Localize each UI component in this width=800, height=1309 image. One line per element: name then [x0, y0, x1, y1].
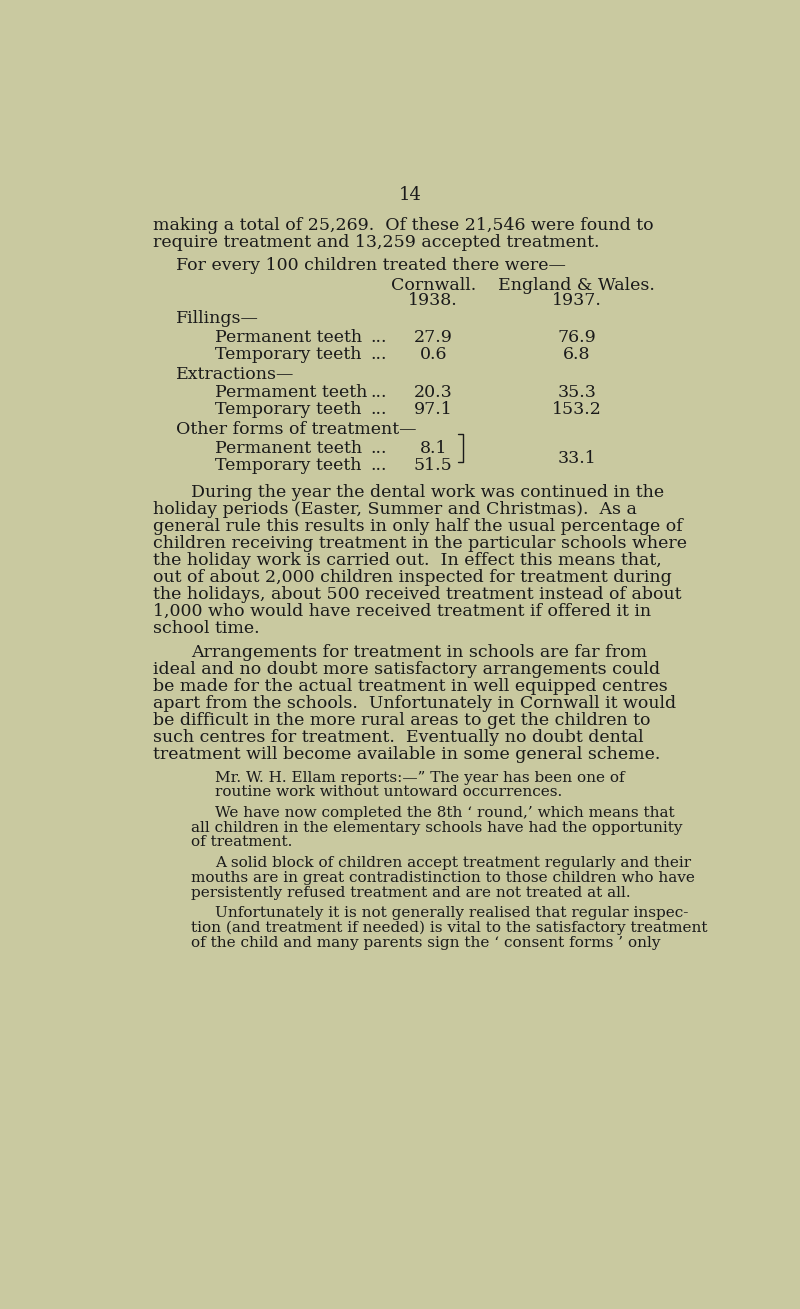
Text: 14: 14: [398, 186, 422, 204]
Text: 35.3: 35.3: [557, 385, 596, 402]
Text: 76.9: 76.9: [558, 329, 596, 346]
Text: require treatment and 13,259 accepted treatment.: require treatment and 13,259 accepted tr…: [153, 234, 599, 251]
Text: ideal and no doubt more satisfactory arrangements could: ideal and no doubt more satisfactory arr…: [153, 661, 660, 678]
Text: During the year the dental work was continued in the: During the year the dental work was cont…: [191, 484, 665, 501]
Text: all children in the elementary schools have had the opportunity: all children in the elementary schools h…: [191, 821, 683, 835]
Text: 8.1: 8.1: [419, 440, 447, 457]
Text: Extractions—: Extractions—: [176, 365, 294, 382]
Text: 51.5: 51.5: [414, 457, 453, 474]
Text: the holidays, about 500 received treatment instead of about: the holidays, about 500 received treatme…: [153, 586, 682, 603]
Text: out of about 2,000 children inspected for treatment during: out of about 2,000 children inspected fo…: [153, 569, 671, 586]
Text: Permament teeth: Permament teeth: [214, 385, 367, 402]
Text: 97.1: 97.1: [414, 401, 453, 418]
Text: school time.: school time.: [153, 620, 259, 637]
Text: of treatment.: of treatment.: [191, 835, 293, 850]
Text: Temporary teeth: Temporary teeth: [214, 346, 362, 363]
Text: Temporary teeth: Temporary teeth: [214, 401, 362, 418]
Text: A solid block of children accept treatment regularly and their: A solid block of children accept treatme…: [214, 856, 691, 870]
Text: children receiving treatment in the particular schools where: children receiving treatment in the part…: [153, 535, 686, 552]
Text: ...: ...: [370, 346, 387, 363]
Text: Unfortunately it is not generally realised that regular inspec-: Unfortunately it is not generally realis…: [214, 906, 688, 920]
Text: 6.8: 6.8: [563, 346, 590, 363]
Text: Arrangements for treatment in schools are far from: Arrangements for treatment in schools ar…: [191, 644, 647, 661]
Text: Permanent teeth: Permanent teeth: [214, 329, 362, 346]
Text: persistently refused treatment and are not treated at all.: persistently refused treatment and are n…: [191, 885, 631, 899]
Text: Temporary teeth: Temporary teeth: [214, 457, 362, 474]
Text: the holiday work is carried out.  In effect this means that,: the holiday work is carried out. In effe…: [153, 552, 662, 569]
Text: be difficult in the more rural areas to get the children to: be difficult in the more rural areas to …: [153, 712, 650, 729]
Text: England & Wales.: England & Wales.: [498, 278, 655, 295]
Text: We have now completed the 8th ‘ round,’ which means that: We have now completed the 8th ‘ round,’ …: [214, 806, 674, 821]
Text: 33.1: 33.1: [558, 450, 596, 467]
Text: making a total of 25,269.  Of these 21,546 were found to: making a total of 25,269. Of these 21,54…: [153, 217, 654, 234]
Text: ...: ...: [370, 440, 387, 457]
Text: treatment will become available in some general scheme.: treatment will become available in some …: [153, 746, 660, 763]
Text: holiday periods (Easter, Summer and Christmas).  As a: holiday periods (Easter, Summer and Chri…: [153, 501, 637, 518]
Text: 153.2: 153.2: [552, 401, 602, 418]
Text: Other forms of treatment—: Other forms of treatment—: [176, 421, 417, 439]
Text: Cornwall.: Cornwall.: [390, 278, 476, 295]
Text: mouths are in great contradistinction to those children who have: mouths are in great contradistinction to…: [191, 870, 695, 885]
Text: ...: ...: [370, 401, 387, 418]
Text: of the child and many parents sign the ‘ consent forms ’ only: of the child and many parents sign the ‘…: [191, 936, 661, 949]
Text: Permanent teeth: Permanent teeth: [214, 440, 362, 457]
Text: 0.6: 0.6: [419, 346, 447, 363]
Text: be made for the actual treatment in well equipped centres: be made for the actual treatment in well…: [153, 678, 667, 695]
Text: 20.3: 20.3: [414, 385, 453, 402]
Text: general rule this results in only half the usual percentage of: general rule this results in only half t…: [153, 518, 682, 535]
Text: 27.9: 27.9: [414, 329, 453, 346]
Text: apart from the schools.  Unfortunately in Cornwall it would: apart from the schools. Unfortunately in…: [153, 695, 676, 712]
Text: ...: ...: [370, 385, 387, 402]
Text: ...: ...: [370, 329, 387, 346]
Text: such centres for treatment.  Eventually no doubt dental: such centres for treatment. Eventually n…: [153, 729, 643, 746]
Text: 1937.: 1937.: [552, 292, 602, 309]
Text: For every 100 children treated there were—: For every 100 children treated there wer…: [176, 257, 566, 274]
Text: 1,000 who would have received treatment if offered it in: 1,000 who would have received treatment …: [153, 603, 651, 620]
Text: Fillings—: Fillings—: [176, 310, 259, 327]
Text: ...: ...: [370, 457, 387, 474]
Text: Mr. W. H. Ellam reports:—” The year has been one of: Mr. W. H. Ellam reports:—” The year has …: [214, 771, 624, 785]
Text: 1938.: 1938.: [408, 292, 458, 309]
Text: tion (and treatment if needed) is vital to the satisfactory treatment: tion (and treatment if needed) is vital …: [191, 922, 708, 936]
Text: routine work without untoward occurrences.: routine work without untoward occurrence…: [214, 785, 562, 800]
